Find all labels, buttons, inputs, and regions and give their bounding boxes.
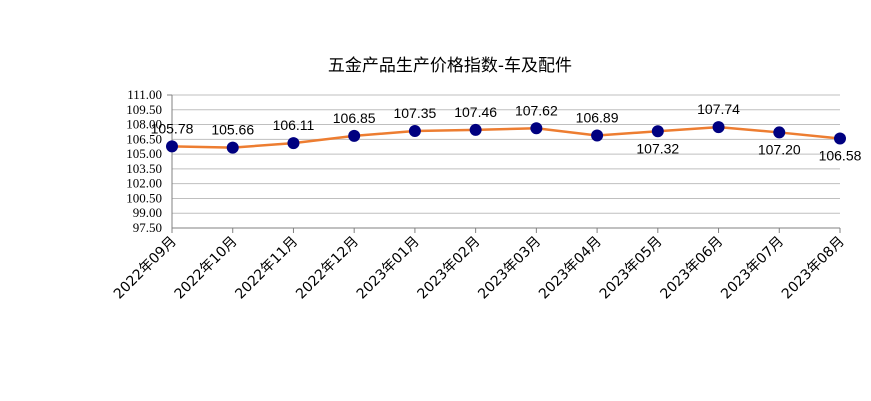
x-tick-label: 2023年08月 (779, 234, 848, 303)
x-tick-label: 2022年11月 (232, 234, 301, 303)
data-label: 105.66 (211, 122, 254, 138)
data-point (348, 129, 361, 142)
chart-title: 五金产品生产价格指数-车及配件 (328, 56, 572, 76)
data-point (834, 132, 846, 145)
data-point (712, 121, 725, 134)
data-point (591, 129, 604, 142)
y-tick-label: 102.00 (126, 176, 162, 191)
y-tick-label: 111.00 (127, 87, 162, 102)
x-tick-label: 2023年06月 (657, 234, 726, 303)
data-label: 106.85 (333, 110, 376, 126)
data-label: 106.58 (819, 148, 862, 164)
data-point (166, 140, 178, 153)
data-labels: 105.78 105.66 106.11 106.85 107.35 107.46 107.… (151, 101, 862, 163)
series-line (171, 125, 841, 149)
x-tick-label: 2023年01月 (354, 234, 423, 303)
data-label: 107.74 (697, 101, 740, 117)
data-point (530, 122, 543, 135)
x-tick-label: 2023年07月 (718, 234, 787, 303)
data-label: 106.11 (273, 117, 315, 133)
data-label: 107.35 (393, 105, 436, 121)
data-label: 107.62 (515, 102, 558, 118)
x-axis-ticks: 2022年09月2022年10月2022年11月2022年12月2023年01月… (111, 234, 848, 303)
axes (167, 94, 841, 233)
y-tick-label: 106.50 (126, 131, 162, 146)
x-tick-label: 2022年12月 (293, 234, 362, 303)
grid-lines (172, 94, 840, 214)
data-label: 107.20 (758, 141, 801, 157)
y-axis-ticks: 111.00109.50108.00106.50105.00103.50102.… (126, 87, 162, 235)
data-label: 107.46 (454, 104, 497, 120)
y-tick-label: 99.00 (133, 205, 162, 220)
y-tick-label: 105.00 (126, 146, 162, 161)
y-tick-label: 103.50 (126, 161, 162, 176)
data-label: 105.78 (151, 120, 194, 136)
data-label: 107.32 (636, 140, 679, 156)
data-markers (166, 121, 846, 154)
data-label: 106.89 (576, 109, 619, 125)
y-tick-label: 108.00 (126, 117, 162, 132)
series-line-path (171, 125, 841, 149)
data-point (651, 125, 664, 138)
data-point (226, 141, 239, 154)
data-point (408, 124, 421, 137)
x-tick-label: 2023年02月 (415, 234, 484, 303)
data-point (469, 123, 482, 136)
x-tick-label: 2022年09月 (111, 234, 180, 303)
y-tick-label: 97.50 (133, 220, 162, 235)
x-tick-label: 2023年04月 (536, 234, 605, 303)
x-tick-label: 2023年05月 (597, 234, 666, 303)
x-tick-label: 2022年10月 (172, 234, 241, 303)
y-tick-label: 109.50 (126, 102, 162, 117)
data-point (287, 137, 300, 150)
y-tick-label: 100.50 (126, 190, 162, 205)
x-tick-label: 2023年03月 (475, 234, 544, 303)
data-point (773, 126, 786, 139)
